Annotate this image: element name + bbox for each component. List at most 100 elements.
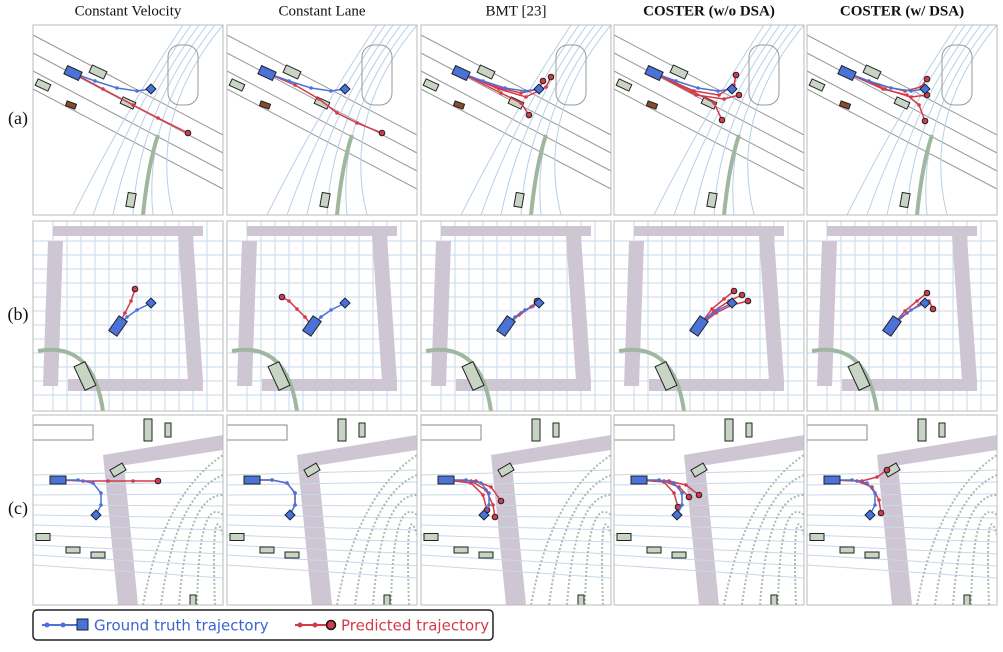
panel-border bbox=[613, 414, 805, 606]
trajectory-end bbox=[184, 129, 192, 137]
crosswalk bbox=[141, 134, 160, 215]
vehicle bbox=[630, 475, 648, 485]
panel-border bbox=[226, 220, 418, 412]
trajectory-point bbox=[694, 93, 698, 97]
vehicle bbox=[259, 546, 275, 554]
trajectory bbox=[653, 72, 740, 100]
vehicle bbox=[109, 462, 127, 478]
trajectory-end bbox=[284, 509, 296, 521]
vehicle bbox=[49, 475, 67, 485]
lane bbox=[807, 544, 997, 555]
sidewalk bbox=[877, 435, 997, 605]
vehicle bbox=[337, 418, 347, 442]
panel-border bbox=[226, 414, 418, 606]
crosswalk bbox=[425, 347, 493, 411]
lane bbox=[227, 493, 417, 496]
lane bbox=[886, 25, 974, 215]
trajectory-point bbox=[99, 503, 103, 507]
lane bbox=[940, 25, 997, 215]
sidewalk bbox=[237, 226, 397, 391]
vehicle bbox=[284, 551, 300, 559]
crosswalk bbox=[794, 523, 804, 605]
lane bbox=[500, 25, 588, 215]
trajectory-point bbox=[329, 308, 333, 312]
panel-border bbox=[32, 220, 224, 412]
trajectory-point bbox=[285, 481, 289, 485]
lane bbox=[807, 514, 997, 519]
lane bbox=[807, 534, 997, 543]
panel-border bbox=[32, 414, 224, 606]
sidewalk bbox=[684, 435, 804, 605]
trajectory-point bbox=[355, 121, 359, 125]
vehicle bbox=[453, 546, 469, 554]
trajectory-point bbox=[293, 83, 297, 87]
trajectory bbox=[252, 479, 296, 516]
lane bbox=[653, 25, 765, 215]
lane bbox=[539, 25, 604, 215]
trajectory bbox=[58, 479, 102, 516]
trajectory-point bbox=[101, 87, 105, 91]
road-edge bbox=[33, 70, 223, 172]
trajectory-point bbox=[491, 503, 495, 507]
vehicle bbox=[476, 64, 496, 80]
row-label: (a) bbox=[8, 108, 28, 129]
vehicle bbox=[452, 100, 466, 110]
trajectory-end bbox=[339, 297, 351, 309]
trajectory-end bbox=[744, 297, 752, 305]
lane bbox=[614, 554, 804, 567]
lane bbox=[33, 554, 223, 567]
trajectory bbox=[639, 479, 683, 516]
vehicle bbox=[35, 533, 51, 541]
lane bbox=[807, 469, 997, 476]
scene-panel bbox=[614, 25, 804, 215]
trajectory-point bbox=[106, 479, 110, 483]
lane bbox=[151, 25, 216, 215]
crosswalk bbox=[618, 347, 686, 411]
vehicle bbox=[644, 64, 664, 82]
panel-border bbox=[806, 220, 998, 412]
trajectory-point bbox=[481, 79, 485, 83]
trajectory bbox=[846, 72, 928, 98]
road-edge bbox=[807, 70, 997, 172]
lane bbox=[227, 544, 417, 555]
trajectory-point bbox=[287, 299, 291, 303]
lane bbox=[360, 25, 417, 215]
curb bbox=[421, 424, 482, 441]
panel-bg bbox=[421, 25, 611, 215]
trajectory-end bbox=[730, 287, 738, 295]
panel-border bbox=[806, 414, 998, 606]
trajectory-point bbox=[716, 308, 720, 312]
column-header: COSTER (w/ DSA) bbox=[840, 3, 964, 19]
vehicle bbox=[496, 315, 516, 337]
vehicle bbox=[823, 475, 841, 485]
legend-label: Ground truth trajectory bbox=[94, 617, 269, 635]
lane bbox=[33, 534, 223, 543]
lane bbox=[925, 25, 990, 215]
legend-pred-dot bbox=[312, 622, 318, 628]
vehicle bbox=[34, 78, 52, 92]
lane bbox=[92, 25, 192, 215]
lane bbox=[286, 25, 386, 215]
trajectory-point bbox=[909, 89, 913, 93]
scene-panel bbox=[614, 415, 804, 605]
vehicle bbox=[864, 551, 880, 559]
vehicle bbox=[862, 64, 882, 80]
lane bbox=[326, 25, 402, 215]
trajectory-point bbox=[915, 299, 919, 303]
lane bbox=[713, 25, 789, 215]
trajectory-point bbox=[684, 483, 688, 487]
trajectory-point bbox=[716, 89, 720, 93]
vehicle bbox=[229, 533, 245, 541]
trajectory-point bbox=[680, 491, 684, 495]
vehicle bbox=[513, 191, 525, 209]
lane bbox=[227, 469, 417, 476]
scene-panel bbox=[33, 415, 223, 605]
lane bbox=[421, 493, 611, 496]
trajectory-end bbox=[525, 111, 533, 119]
legend-gt-dot bbox=[44, 622, 50, 628]
curb bbox=[361, 44, 393, 106]
crosswalk bbox=[722, 134, 741, 215]
crosswalk bbox=[178, 494, 223, 605]
lane bbox=[807, 564, 997, 579]
trajectory-end bbox=[718, 116, 726, 124]
